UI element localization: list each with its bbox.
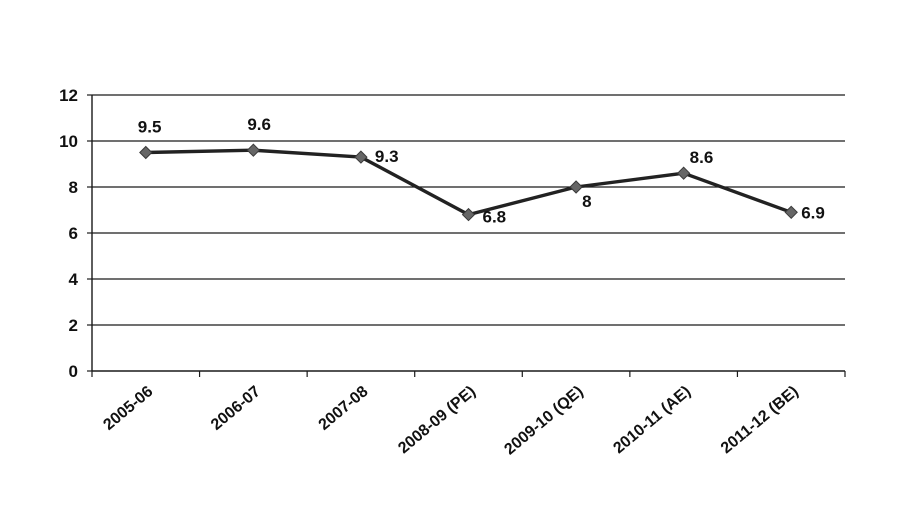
xtick-label-2: 2007-08 xyxy=(316,383,372,434)
x-axis-ticks: 2005-06 2006-07 2007-08 2008-09 (PE) 2009-10… xyxy=(91,371,846,458)
xtick-label-6: 2011-12 (BE) xyxy=(718,383,802,457)
data-label-0: 9.5 xyxy=(138,118,162,137)
data-label-2: 9.3 xyxy=(375,147,399,166)
xtick-label-5: 2010-11 (AE) xyxy=(610,383,694,457)
xtick-label-1: 2006-07 xyxy=(208,383,264,434)
data-label-1: 9.6 xyxy=(247,115,271,134)
ytick-label: 10 xyxy=(59,132,78,151)
data-label-6: 6.9 xyxy=(801,203,825,222)
xtick-label-4: 2009-10 (QE) xyxy=(501,383,586,458)
ytick-label: 12 xyxy=(59,86,78,105)
data-point-4 xyxy=(569,180,583,194)
ytick-label: 2 xyxy=(69,316,78,335)
data-point-2 xyxy=(354,150,368,164)
data-label-4: 8 xyxy=(582,192,591,211)
data-point-0 xyxy=(139,145,153,160)
data-point-3 xyxy=(461,207,476,222)
data-point-5 xyxy=(676,166,691,180)
data-label-5: 8.6 xyxy=(690,148,714,167)
y-axis-ticks: 0 2 4 6 8 10 12 xyxy=(59,86,92,381)
data-point-6 xyxy=(784,205,798,220)
data-label-3: 6.8 xyxy=(483,208,507,227)
ytick-label: 4 xyxy=(69,270,79,289)
data-point-1 xyxy=(246,143,261,157)
gridlines xyxy=(92,94,845,326)
data-labels: 9.5 9.6 9.3 6.8 8 8.6 6.9 xyxy=(138,115,825,226)
xtick-label-3: 2008-09 (PE) xyxy=(395,383,479,457)
ytick-label: 8 xyxy=(69,178,78,197)
ytick-label: 6 xyxy=(69,224,78,243)
xtick-label-0: 2005-06 xyxy=(100,383,156,434)
ytick-label: 0 xyxy=(69,362,78,381)
series-growth-rate xyxy=(139,143,798,222)
